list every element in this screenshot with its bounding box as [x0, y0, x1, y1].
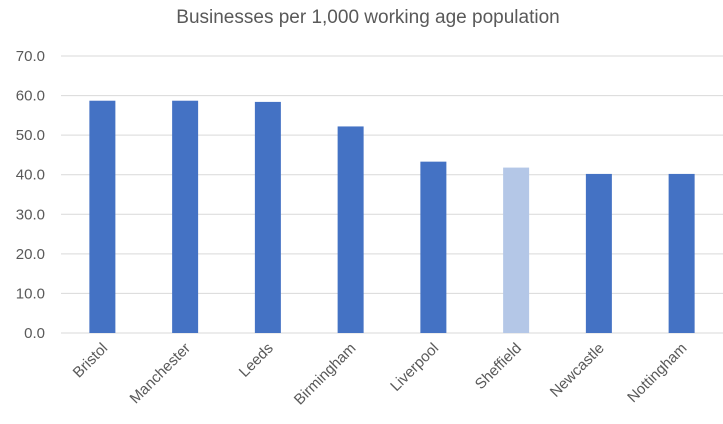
x-tick-label-leeds: Leeds	[236, 340, 277, 381]
x-tick-label-newcastle: Newcastle	[547, 340, 608, 401]
bar-sheffield	[503, 167, 530, 333]
y-tick-label: 30.0	[16, 206, 45, 223]
bar-leeds	[254, 101, 281, 333]
x-axis: Bristol Manchester Leeds Birmingham Liverpoo…	[70, 340, 691, 409]
x-tick-label-nottingham: Nottingham	[624, 340, 690, 406]
x-tick-label-liverpool: Liverpool	[387, 340, 442, 395]
y-tick-label: 50.0	[16, 127, 45, 144]
x-tick-label-birmingham: Birmingham	[291, 340, 360, 409]
x-tick-label-bristol: Bristol	[70, 340, 111, 381]
y-tick-label: 20.0	[16, 246, 45, 263]
bar-nottingham	[668, 173, 695, 333]
y-tick-label: 60.0	[16, 88, 45, 105]
y-axis: 0.0 10.0 20.0 30.0 40.0 50.0 60.0 70.0	[16, 48, 45, 342]
bar-bristol	[89, 100, 116, 333]
bar-newcastle	[585, 173, 612, 333]
y-tick-label: 0.0	[24, 325, 45, 342]
bar-birmingham	[337, 126, 364, 334]
bar-liverpool	[420, 161, 447, 333]
bar-manchester	[172, 100, 199, 333]
chart-title: Businesses per 1,000 working age populat…	[176, 7, 559, 28]
gridlines	[61, 55, 723, 334]
y-tick-label: 70.0	[16, 48, 45, 65]
y-tick-label: 10.0	[16, 285, 45, 302]
x-tick-label-manchester: Manchester	[127, 340, 194, 407]
y-tick-label: 40.0	[16, 167, 45, 184]
x-tick-label-sheffield: Sheffield	[472, 340, 525, 393]
bars	[89, 100, 695, 334]
